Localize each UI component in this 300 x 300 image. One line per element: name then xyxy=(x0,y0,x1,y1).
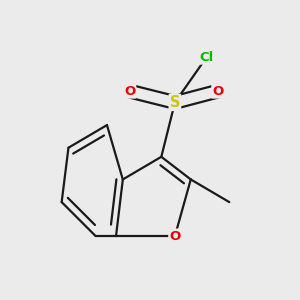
Text: O: O xyxy=(212,85,224,98)
Text: Cl: Cl xyxy=(200,51,214,64)
Text: S: S xyxy=(170,95,180,110)
Text: O: O xyxy=(169,230,181,243)
Text: O: O xyxy=(124,85,135,98)
